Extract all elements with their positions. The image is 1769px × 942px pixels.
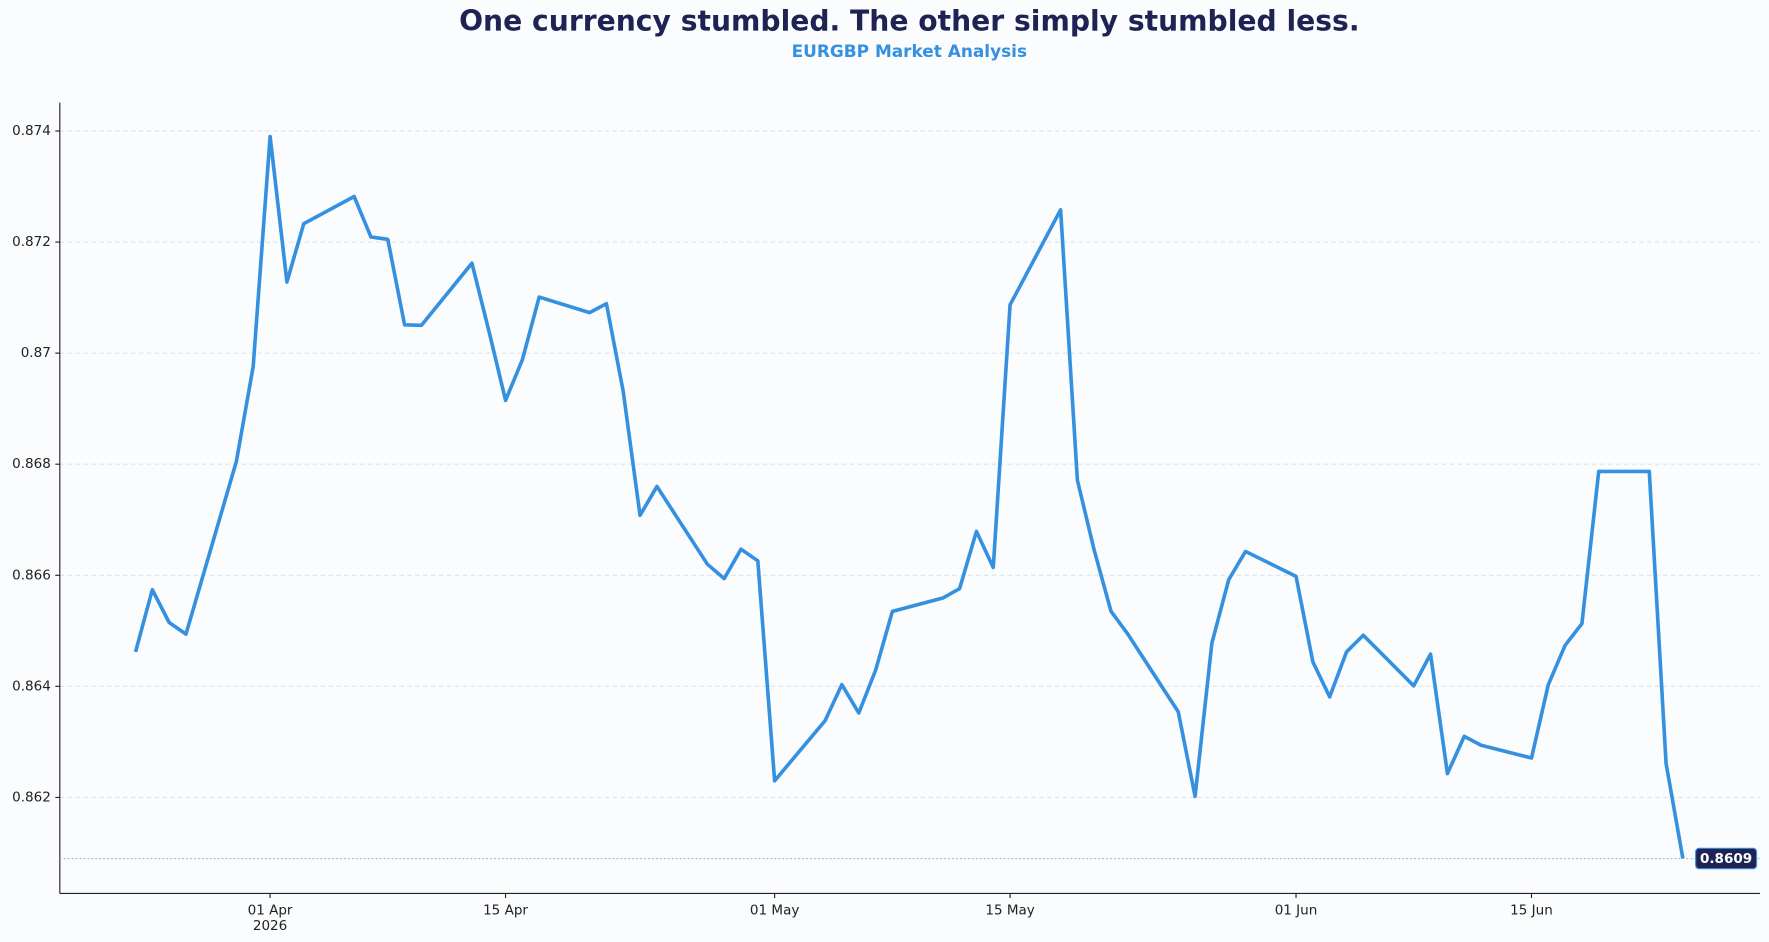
last-value-label: 0.8609 bbox=[1700, 851, 1752, 867]
y-tick-label: 0.868 bbox=[12, 456, 51, 472]
x-tick-label: 15 May bbox=[985, 902, 1034, 918]
x-tick-label: 01 May bbox=[750, 902, 799, 918]
y-tick-label: 0.866 bbox=[12, 567, 51, 583]
chart-title: One currency stumbled. The other simply … bbox=[459, 5, 1359, 38]
last-value-badge bbox=[1695, 847, 1758, 870]
x-tick-label-line: 15 Apr bbox=[483, 902, 528, 918]
x-tick-label-line: 01 May bbox=[750, 902, 799, 918]
x-tick-label-line: 01 Apr bbox=[248, 902, 293, 918]
y-tick-label: 0.864 bbox=[12, 678, 51, 694]
y-tick-label: 0.862 bbox=[12, 789, 51, 805]
price-line bbox=[133, 134, 1685, 859]
x-tick-label-line: 01 Jun bbox=[1275, 902, 1318, 918]
chart-subtitle: EURGBP Market Analysis bbox=[792, 41, 1027, 61]
y-tick-label: 0.872 bbox=[12, 234, 51, 250]
x-tick-label: 01 Apr 2026 bbox=[248, 902, 293, 934]
x-tick-label-line: 2026 bbox=[253, 918, 287, 934]
x-tick-label-line: 15 Jun bbox=[1510, 902, 1553, 918]
x-tick-label: 15 Jun bbox=[1510, 902, 1553, 918]
x-tick-label-line: 15 May bbox=[985, 902, 1034, 918]
y-tick-label: 0.874 bbox=[12, 123, 51, 139]
x-tick-label: 01 Jun bbox=[1275, 902, 1318, 918]
x-tick-label: 15 Apr bbox=[483, 902, 528, 918]
y-tick-label: 0.87 bbox=[21, 345, 51, 361]
